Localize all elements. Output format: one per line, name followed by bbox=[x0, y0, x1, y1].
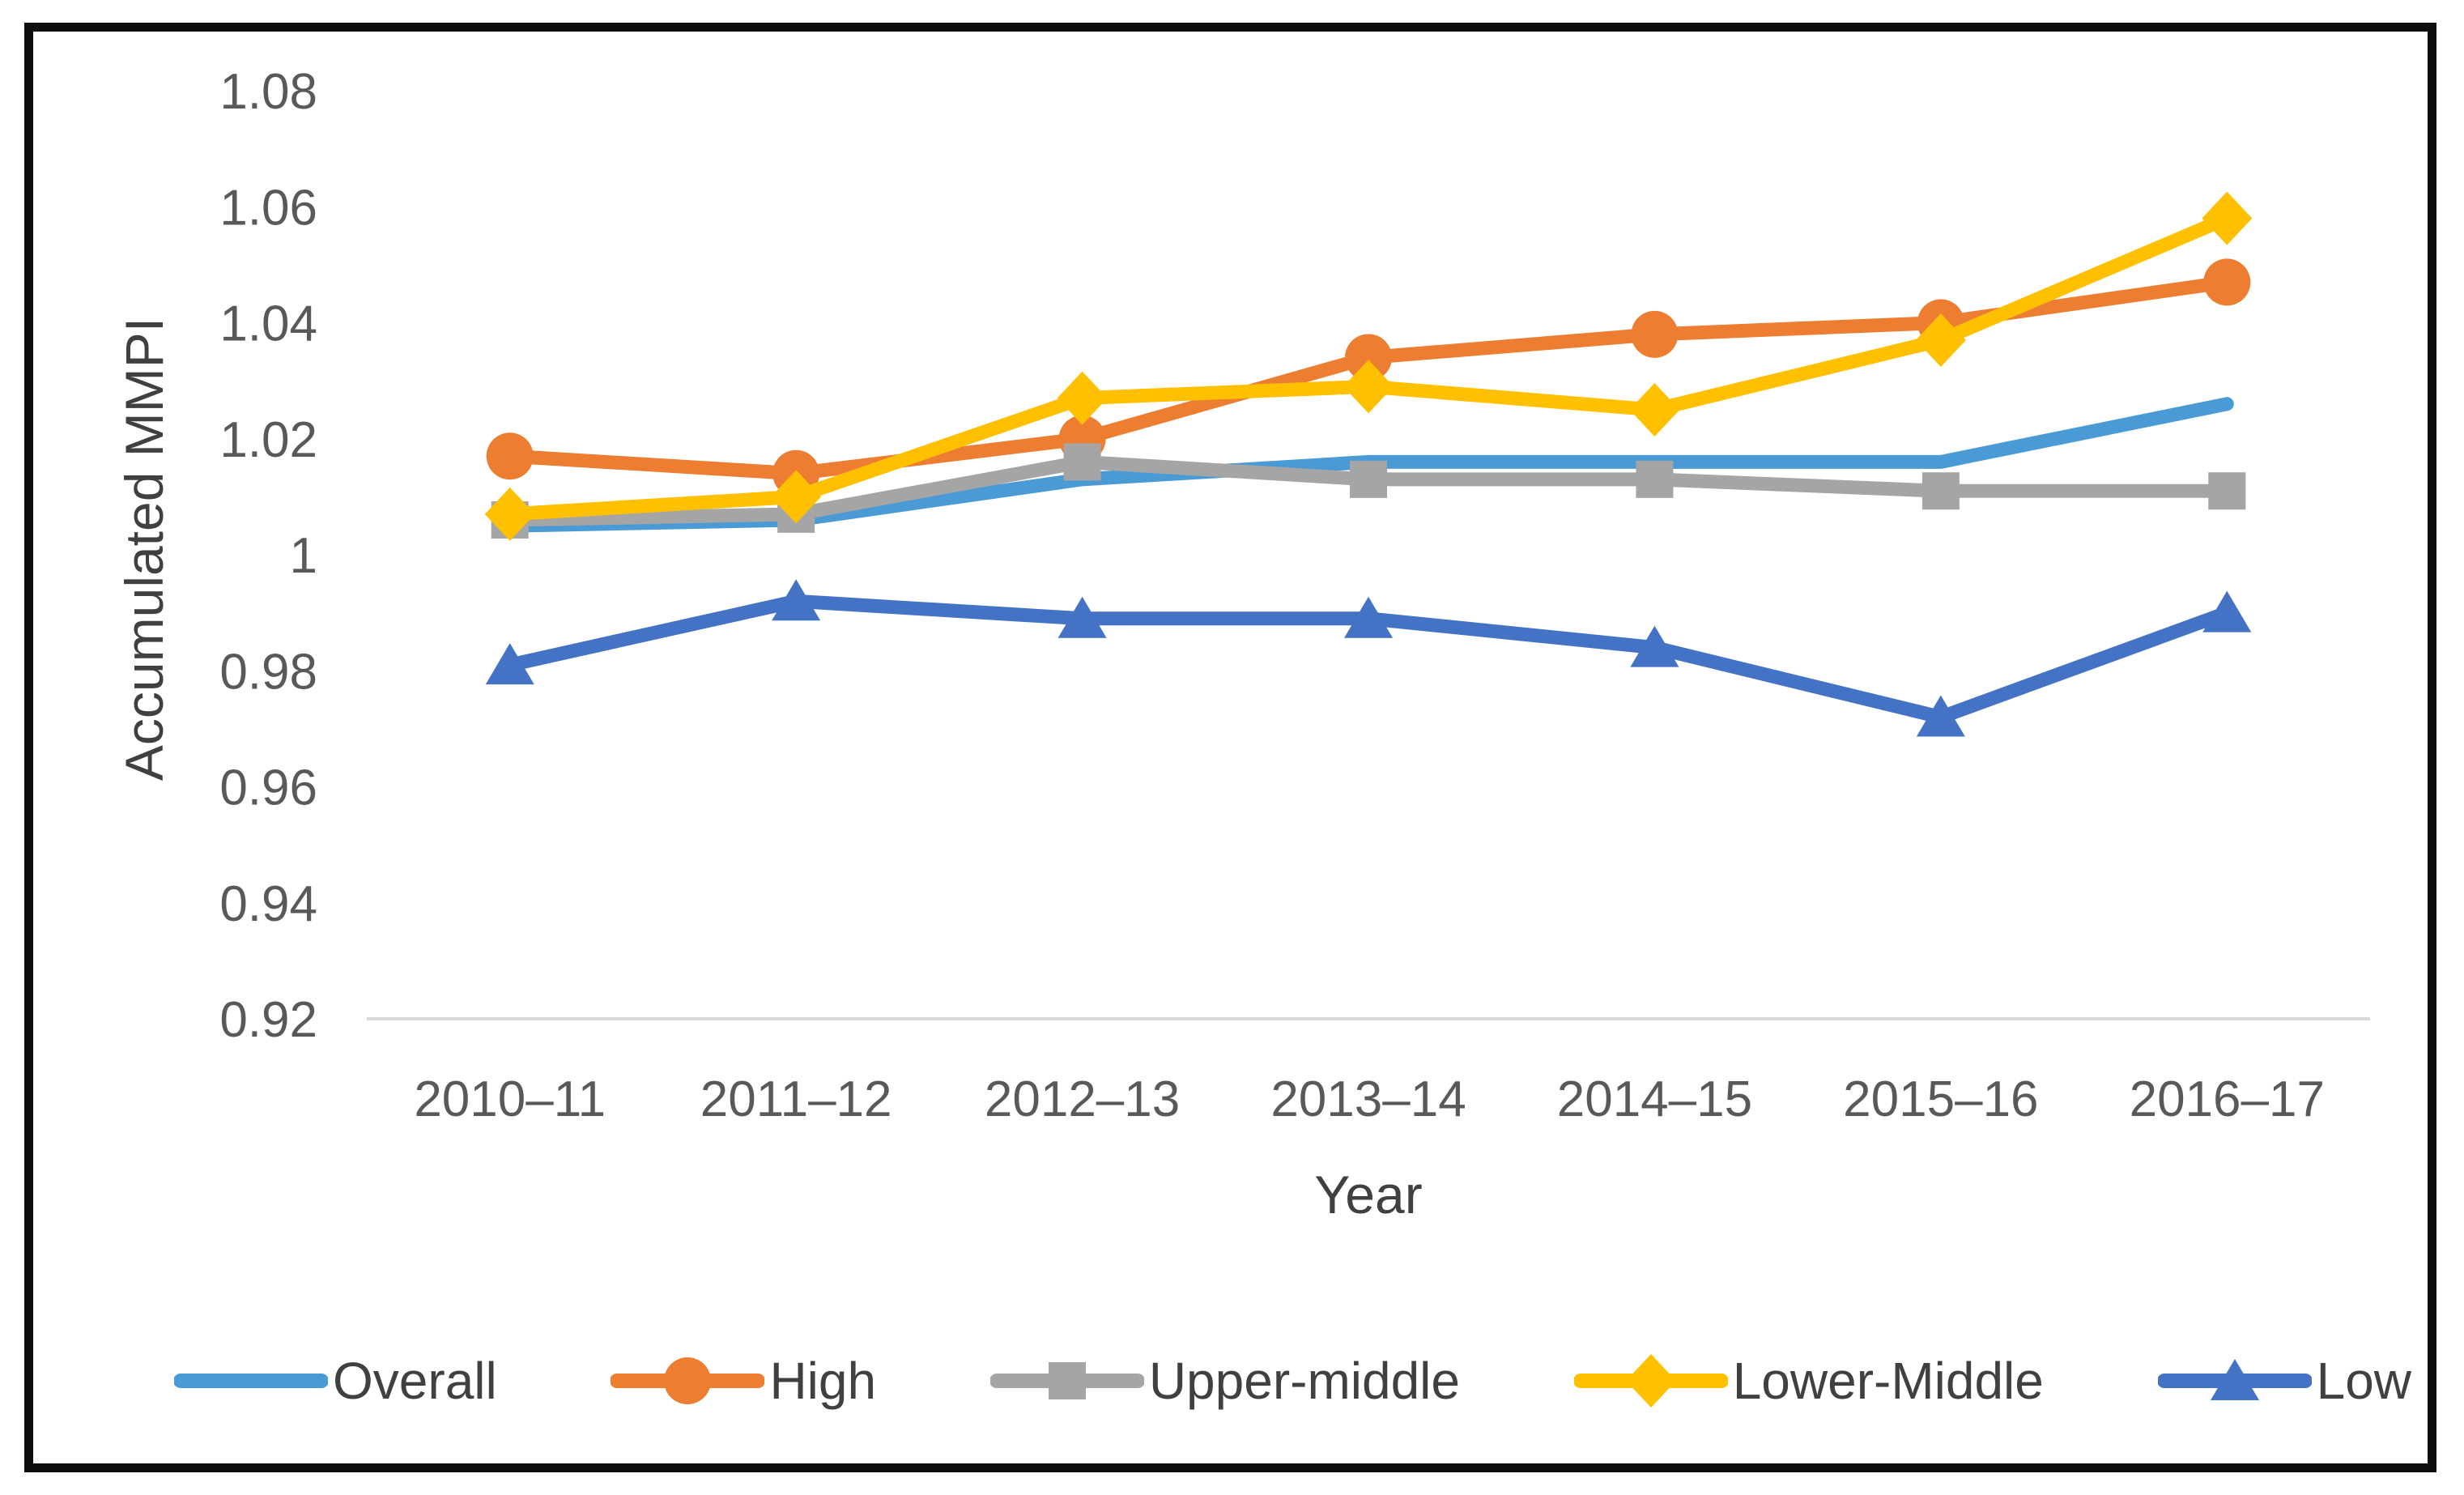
marker-triangle-low bbox=[772, 579, 821, 621]
marker-circle-high bbox=[2203, 258, 2251, 306]
x-tick-label: 2015–16 bbox=[1843, 1071, 2038, 1127]
legend-item-lower-middle: Lower-Middle bbox=[1573, 1348, 2044, 1413]
marker-square-upper-middle bbox=[1063, 443, 1101, 481]
marker-square-upper-middle bbox=[1636, 460, 1674, 498]
chart-border-frame bbox=[24, 23, 2436, 1472]
legend-label: Lower-Middle bbox=[1732, 1352, 2044, 1410]
legend-swatch-triangle-icon bbox=[2157, 1359, 2312, 1400]
y-tick-label: 1.06 bbox=[219, 180, 317, 236]
x-tick-label: 2016–17 bbox=[2130, 1071, 2325, 1127]
marker-triangle-low bbox=[1630, 625, 1679, 667]
marker-circle-legend bbox=[664, 1357, 712, 1404]
x-axis-title: Year bbox=[1314, 1165, 1423, 1225]
marker-diamond-lower-middle bbox=[1915, 313, 1966, 367]
marker-triangle-legend bbox=[2210, 1359, 2259, 1400]
legend-item-high: High bbox=[611, 1348, 876, 1413]
legend-label: Upper-middle bbox=[1148, 1352, 1460, 1410]
x-tick-label: 2010–11 bbox=[414, 1071, 606, 1127]
marker-diamond-lower-middle bbox=[1057, 371, 1108, 425]
legend-label: High bbox=[769, 1352, 877, 1410]
marker-triangle-low bbox=[485, 643, 534, 685]
marker-diamond-lower-middle bbox=[1343, 360, 1394, 414]
y-tick-label: 1.02 bbox=[219, 412, 317, 468]
y-tick-label: 1 bbox=[290, 528, 317, 584]
legend-label: Low bbox=[2316, 1352, 2411, 1410]
legend-item-upper-middle: Upper-middle bbox=[989, 1348, 1460, 1413]
legend-swatch-diamond-icon bbox=[1573, 1354, 1728, 1408]
marker-triangle-low bbox=[1058, 596, 1107, 638]
marker-diamond-lower-middle bbox=[484, 487, 535, 541]
y-tick-label: 0.96 bbox=[219, 760, 317, 816]
y-tick-label: 0.94 bbox=[219, 876, 317, 932]
legend-item-overall: Overall bbox=[174, 1348, 497, 1413]
legend-item-low: Low bbox=[2157, 1348, 2411, 1413]
legend-label: Overall bbox=[333, 1352, 497, 1410]
marker-diamond-lower-middle bbox=[2202, 191, 2253, 245]
marker-square-upper-middle bbox=[1350, 460, 1387, 498]
x-tick-label: 2012–13 bbox=[985, 1071, 1180, 1127]
marker-square-upper-middle bbox=[1921, 472, 1960, 510]
y-tick-label: 0.92 bbox=[219, 992, 317, 1048]
marker-square-upper-middle bbox=[2208, 472, 2246, 510]
marker-circle-high bbox=[1345, 334, 1392, 381]
legend-swatch-circle-icon bbox=[611, 1357, 765, 1404]
marker-circle-high bbox=[486, 432, 534, 480]
marker-triangle-low bbox=[1916, 695, 1965, 737]
y-tick-label: 1.04 bbox=[219, 296, 317, 352]
marker-diamond-lower-middle bbox=[1629, 382, 1680, 437]
legend-swatch-none-icon bbox=[174, 1374, 328, 1388]
marker-diamond-lower-middle bbox=[771, 470, 822, 524]
y-tick-label: 1.08 bbox=[219, 64, 317, 120]
chart-legend: Overall High Upper-middle Lower-Middle Low bbox=[174, 1340, 2411, 1421]
y-tick-label: 0.98 bbox=[219, 644, 317, 700]
marker-circle-high bbox=[1631, 310, 1679, 358]
x-tick-label: 2014–15 bbox=[1557, 1071, 1752, 1127]
x-tick-label: 2011–12 bbox=[700, 1071, 892, 1127]
y-axis-title: Accumulated MMPI bbox=[114, 317, 174, 782]
marker-triangle-low bbox=[1344, 596, 1393, 638]
marker-square-legend bbox=[1048, 1362, 1086, 1399]
marker-diamond-legend bbox=[1625, 1354, 1676, 1408]
legend-swatch-square-icon bbox=[989, 1362, 1144, 1399]
x-tick-label: 2013–14 bbox=[1270, 1071, 1466, 1127]
marker-triangle-low bbox=[2202, 590, 2252, 632]
